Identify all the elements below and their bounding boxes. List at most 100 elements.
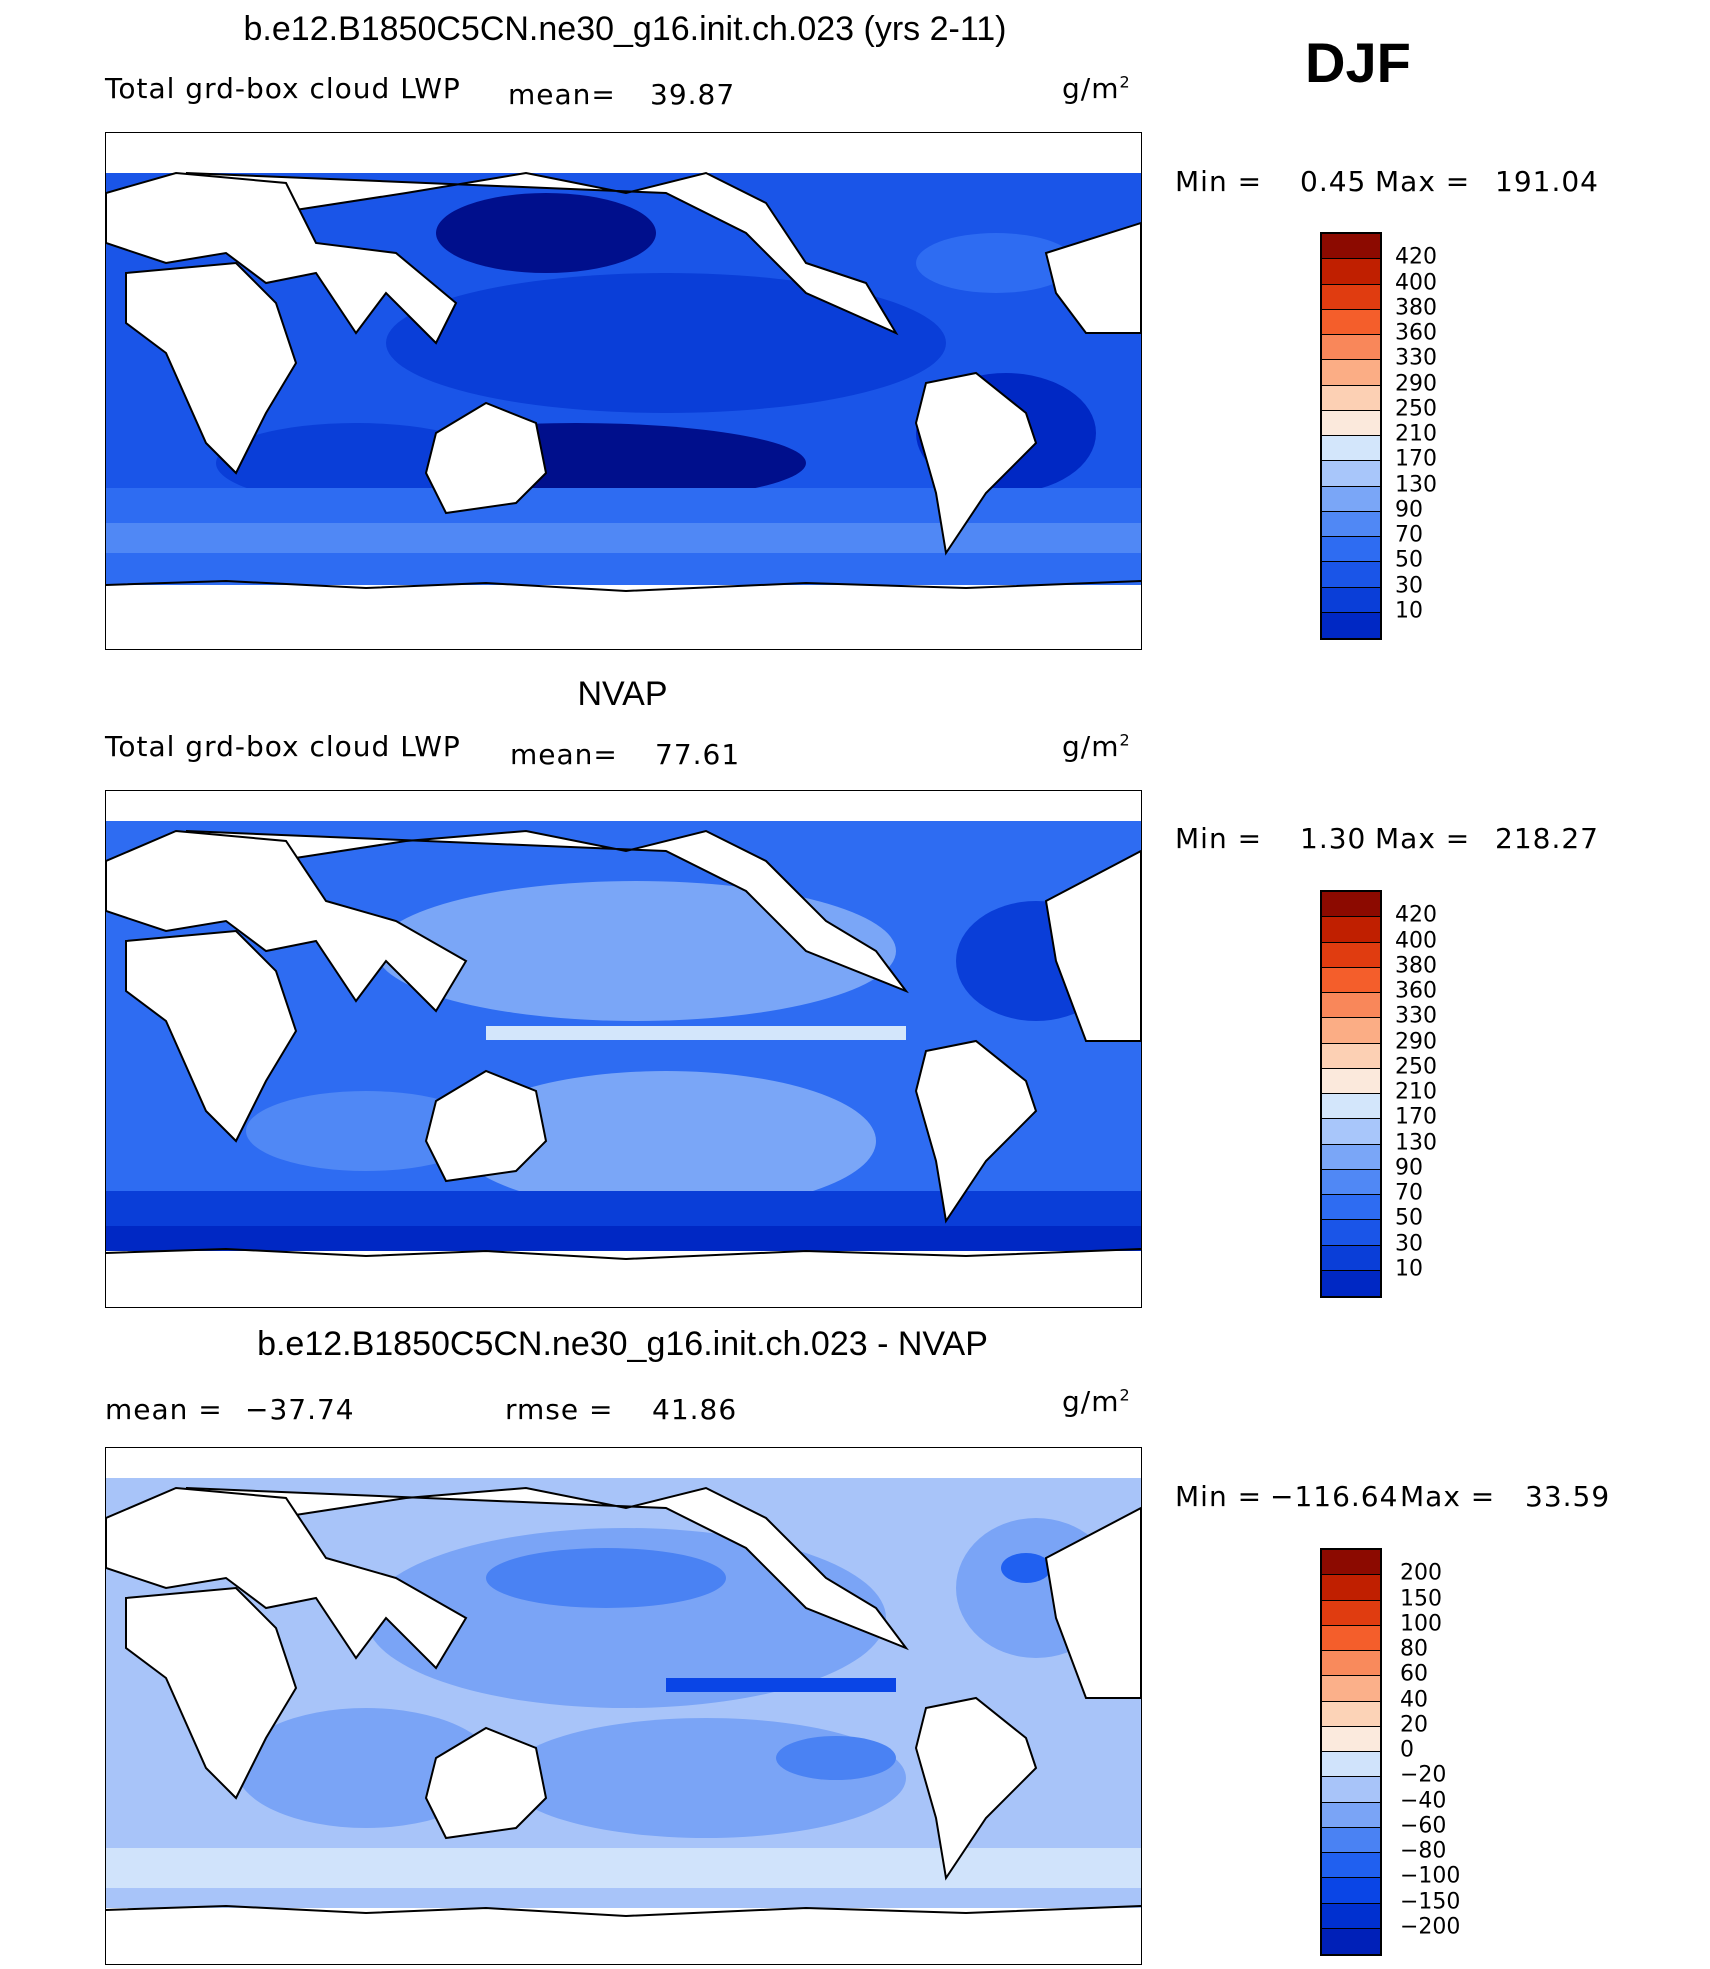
- colorbar-level-label: 200: [1400, 1560, 1442, 1586]
- colorbar-swatch: [1322, 385, 1380, 411]
- colorbar-swatch: [1322, 1043, 1380, 1069]
- colorbar-swatch: [1322, 461, 1380, 487]
- colorbar-level-label: 380: [1395, 295, 1437, 321]
- colorbar-swatch: [1322, 612, 1380, 638]
- colorbar-level-label: 330: [1395, 345, 1437, 371]
- panel-diff-map: [105, 1447, 1142, 1965]
- panel-diff-min-label: Min =: [1175, 1480, 1263, 1513]
- colorbar-level-label: −150: [1400, 1889, 1461, 1914]
- panel-diff-mean-value: −37.74: [245, 1393, 355, 1426]
- colorbar-level-label: 60: [1400, 1661, 1428, 1687]
- colorbar-swatch: [1322, 1777, 1380, 1803]
- colorbar-swatch: [1322, 234, 1380, 260]
- colorbar-swatch: [1322, 1195, 1380, 1221]
- colorbar-swatch: [1322, 1270, 1380, 1296]
- colorbar-swatch: [1322, 1676, 1380, 1702]
- colorbar-swatch: [1322, 1094, 1380, 1120]
- colorbar-level-label: −100: [1400, 1863, 1461, 1889]
- colorbar-level-label: 50: [1395, 547, 1423, 573]
- colorbar-swatch: [1322, 587, 1380, 613]
- colorbar-level-label: 30: [1395, 573, 1423, 598]
- panel-model-max-label: Max =: [1375, 165, 1471, 198]
- panel-obs-min-label: Min =: [1175, 822, 1263, 855]
- colorbar-swatch: [1322, 1068, 1380, 1094]
- panel-obs-variable: Total grd-box cloud LWP: [105, 730, 461, 763]
- colorbar-swatch: [1322, 1853, 1380, 1879]
- colorbar-level-label: 70: [1395, 522, 1423, 548]
- colorbar-swatch: [1322, 1903, 1380, 1929]
- colorbar-swatch: [1322, 1550, 1380, 1576]
- panel-diff-mean-label: mean =: [105, 1393, 223, 1426]
- panel-model-min-label: Min =: [1175, 165, 1263, 198]
- colorbar-swatch: [1322, 284, 1380, 310]
- colorbar-level-label: 290: [1395, 1029, 1437, 1054]
- panel-diff-max-label: Max =: [1400, 1480, 1496, 1513]
- panel-obs-units: g/m2: [1062, 730, 1131, 763]
- colorbar-swatch: [1322, 1600, 1380, 1626]
- colorbar-level-label: 10: [1395, 1256, 1423, 1282]
- colorbar-level-label: 290: [1395, 371, 1437, 396]
- colorbar-swatch: [1322, 410, 1380, 436]
- colorbar-swatch: [1322, 1752, 1380, 1778]
- colorbar-level-label: 130: [1395, 472, 1437, 497]
- panel-diff-min-value: −116.64: [1270, 1480, 1399, 1513]
- colorbar-level-label: 130: [1395, 1130, 1437, 1155]
- colorbar-level-label: 20: [1400, 1712, 1428, 1738]
- colorbar-swatch: [1322, 1928, 1380, 1954]
- panel-obs-max-value: 218.27: [1495, 822, 1599, 855]
- colorbar-level-label: 10: [1395, 598, 1423, 624]
- colorbar-level-label: 420: [1395, 902, 1437, 928]
- panel-obs-mean-value: 77.61: [655, 738, 741, 771]
- panel-obs-mean-label: mean=: [510, 738, 618, 771]
- colorbar-level-label: 360: [1395, 978, 1437, 1004]
- panel-model-max-value: 191.04: [1495, 165, 1599, 198]
- colorbar-swatch: [1322, 486, 1380, 512]
- colorbar-swatch: [1322, 1651, 1380, 1677]
- panel-obs-min-value: 1.30: [1300, 822, 1367, 855]
- season-label: DJF: [1305, 31, 1411, 94]
- colorbar-swatch: [1322, 259, 1380, 285]
- panel-diff-title: b.e12.B1850C5CN.ne30_g16.init.ch.023 - N…: [257, 1325, 988, 1363]
- colorbar-level-label: 330: [1395, 1003, 1437, 1029]
- panel-diff-rmse-label: rmse =: [505, 1393, 614, 1426]
- colorbar-level-label: 90: [1395, 497, 1423, 523]
- colorbar-swatch: [1322, 1878, 1380, 1904]
- colorbar-level-label: 70: [1395, 1180, 1423, 1206]
- colorbar-swatch: [1322, 892, 1380, 918]
- colorbar-level-label: 170: [1395, 446, 1437, 472]
- colorbar-swatch: [1322, 967, 1380, 993]
- colorbar-level-label: 170: [1395, 1104, 1437, 1130]
- colorbar-level-label: 0: [1400, 1737, 1414, 1763]
- panel-model-min-value: 0.45: [1300, 165, 1367, 198]
- colorbar-level-label: 250: [1395, 1054, 1437, 1080]
- colorbar-swatch: [1322, 1169, 1380, 1195]
- panel-model-title: b.e12.B1850C5CN.ne30_g16.init.ch.023 (yr…: [243, 10, 1007, 48]
- panel-diff-rmse-value: 41.86: [652, 1393, 738, 1426]
- colorbar-level-label: −20: [1400, 1762, 1447, 1788]
- colorbar-swatch: [1322, 562, 1380, 588]
- colorbar-swatch: [1322, 1245, 1380, 1271]
- colorbar-swatch: [1322, 360, 1380, 386]
- colorbar-level-label: 400: [1395, 928, 1437, 953]
- colorbar-swatch: [1322, 1018, 1380, 1044]
- colorbar-swatch: [1322, 335, 1380, 361]
- colorbar-level-label: 30: [1395, 1231, 1423, 1256]
- colorbar-level-label: 420: [1395, 244, 1437, 270]
- colorbar-level-label: 80: [1400, 1636, 1428, 1662]
- colorbar-level-label: 400: [1395, 270, 1437, 295]
- colorbar-swatch: [1322, 917, 1380, 943]
- colorbar-level-label: 250: [1395, 396, 1437, 422]
- colorbar-swatch: [1322, 1625, 1380, 1651]
- colorbar-swatch: [1322, 1726, 1380, 1752]
- colorbar-swatch: [1322, 942, 1380, 968]
- colorbar-swatch: [1322, 511, 1380, 537]
- colorbar-level-label: 150: [1400, 1586, 1442, 1611]
- colorbar-level-label: −80: [1400, 1838, 1447, 1864]
- panel-diff-max-value: 33.59: [1525, 1480, 1611, 1513]
- colorbar-level-label: −200: [1400, 1914, 1461, 1940]
- map-svg: [106, 133, 1141, 649]
- colorbar-swatch: [1322, 1220, 1380, 1246]
- colorbar-swatch: [1322, 1802, 1380, 1828]
- colorbar-swatch: [1322, 309, 1380, 335]
- panel-model-units: g/m2: [1062, 72, 1131, 105]
